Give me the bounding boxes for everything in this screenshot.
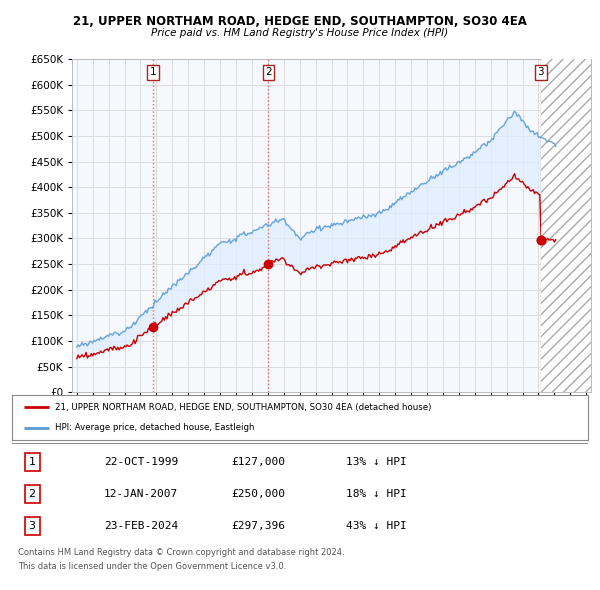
Text: 21, UPPER NORTHAM ROAD, HEDGE END, SOUTHAMPTON, SO30 4EA: 21, UPPER NORTHAM ROAD, HEDGE END, SOUTH…	[73, 15, 527, 28]
Bar	[541, 59, 591, 392]
Text: Contains HM Land Registry data © Crown copyright and database right 2024.: Contains HM Land Registry data © Crown c…	[18, 548, 344, 556]
Text: £297,396: £297,396	[231, 521, 285, 531]
Text: 3: 3	[538, 67, 544, 77]
Text: 22-OCT-1999: 22-OCT-1999	[104, 457, 178, 467]
Text: 23-FEB-2024: 23-FEB-2024	[104, 521, 178, 531]
Text: 18% ↓ HPI: 18% ↓ HPI	[346, 489, 407, 499]
Text: 2: 2	[29, 489, 36, 499]
Text: 3: 3	[29, 521, 35, 531]
Text: £127,000: £127,000	[231, 457, 285, 467]
Text: HPI: Average price, detached house, Eastleigh: HPI: Average price, detached house, East…	[55, 423, 254, 432]
Text: 43% ↓ HPI: 43% ↓ HPI	[346, 521, 407, 531]
Text: Price paid vs. HM Land Registry's House Price Index (HPI): Price paid vs. HM Land Registry's House …	[151, 28, 449, 38]
Text: 13% ↓ HPI: 13% ↓ HPI	[346, 457, 407, 467]
Text: 12-JAN-2007: 12-JAN-2007	[104, 489, 178, 499]
Text: 1: 1	[150, 67, 157, 77]
Text: 2: 2	[265, 67, 272, 77]
Text: 1: 1	[29, 457, 35, 467]
Text: This data is licensed under the Open Government Licence v3.0.: This data is licensed under the Open Gov…	[18, 562, 286, 571]
Text: 21, UPPER NORTHAM ROAD, HEDGE END, SOUTHAMPTON, SO30 4EA (detached house): 21, UPPER NORTHAM ROAD, HEDGE END, SOUTH…	[55, 403, 431, 412]
Text: £250,000: £250,000	[231, 489, 285, 499]
